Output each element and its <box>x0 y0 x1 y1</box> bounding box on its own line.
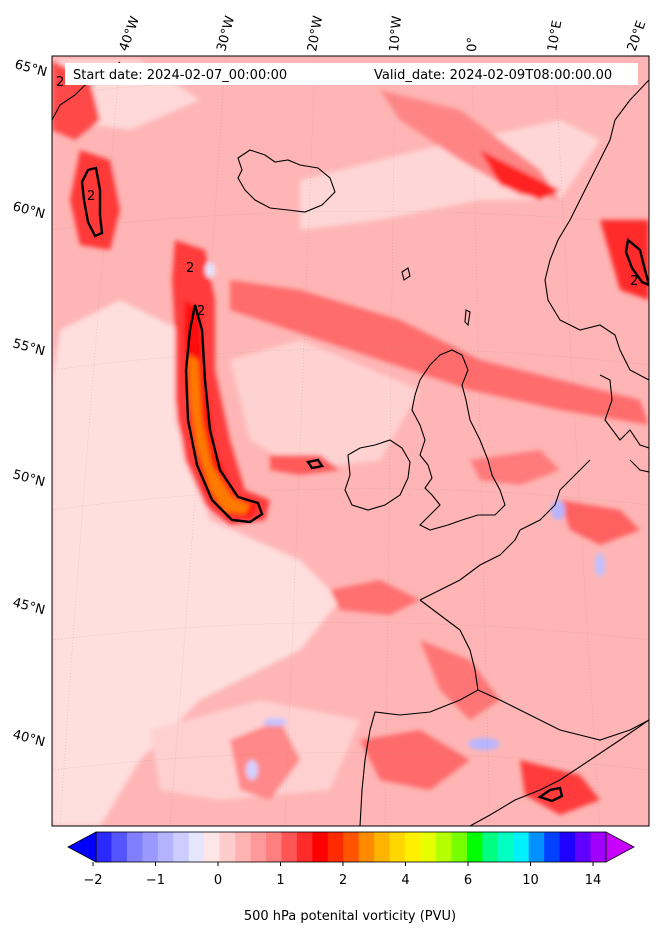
lat-label: 40°N <box>11 727 47 750</box>
colorbar-cell <box>281 832 298 862</box>
lat-label: 60°N <box>11 199 47 222</box>
colorbar-cell <box>296 832 313 862</box>
colorbar-cell <box>111 832 128 862</box>
colorbar-tick-label: 2 <box>339 873 347 888</box>
lon-label: 0° <box>465 37 481 52</box>
contour-label: 2 <box>87 189 95 204</box>
contour-label: 2 <box>630 274 638 289</box>
colorbar-tick-label: −2 <box>83 873 102 888</box>
colorbar-cell <box>96 832 112 862</box>
colorbar-tick-label: 1 <box>276 873 284 888</box>
colorbar-cell <box>235 832 252 862</box>
colorbar-cell <box>528 832 545 862</box>
colorbar-cells <box>96 832 607 862</box>
lat-label: 65°N <box>13 57 49 80</box>
latitude-labels: 65°N 60°N 55°N 50°N 45°N 40°N <box>11 57 49 750</box>
colorbar-cell <box>327 832 344 862</box>
start-date-label: Start date: 2024-02-07_00:00:00 <box>73 68 287 83</box>
colorbar-cell <box>358 832 375 862</box>
colorbar-cell <box>420 832 437 862</box>
colorbar-tick-label: 10 <box>522 873 539 888</box>
colorbar-cell <box>312 832 329 862</box>
contour-label: 2 <box>186 261 194 276</box>
colorbar-cell <box>451 832 468 862</box>
graticule <box>52 59 649 826</box>
colorbar-cell <box>544 832 561 862</box>
colorbar-cell <box>374 832 391 862</box>
colorbar-cell <box>575 832 592 862</box>
colorbar-tick-label: 6 <box>464 873 472 888</box>
colorbar-cell <box>466 832 483 862</box>
colorbar-cell <box>204 832 221 862</box>
colorbar-cell <box>513 832 530 862</box>
colorbar-frame <box>95 831 607 863</box>
lon-label: 10°E <box>545 19 565 52</box>
lat-label: 50°N <box>11 467 47 490</box>
colorbar-cell <box>126 832 143 862</box>
pv2-contours <box>80 166 649 803</box>
colorbar-ticks: −2 −1 0 1 2 4 6 10 14 <box>83 862 601 888</box>
lon-label: 30°W <box>214 14 238 53</box>
date-header-box <box>65 63 638 85</box>
colorbar-cell <box>405 832 422 862</box>
colorbar-tick-label: 14 <box>585 873 602 888</box>
colorbar-cell <box>266 832 282 862</box>
lon-label: 40°W <box>117 14 143 53</box>
lon-label: 20°E <box>625 19 650 54</box>
colorbar-cell <box>343 832 360 862</box>
colorbar-cell <box>219 832 236 862</box>
lon-label: 20°W <box>305 15 326 53</box>
pv-field: 2 2 2 2 2 <box>52 56 649 826</box>
contour-label: 2 <box>197 304 205 319</box>
colorbar-tick-label: −1 <box>146 873 165 888</box>
colorbar-title: 500 hPa potenital vorticity (PVU) <box>244 909 456 924</box>
colorbar-cell <box>173 832 190 862</box>
colorbar-cell <box>250 832 267 862</box>
longitude-labels: 40°W 30°W 20°W 10°W 0° 10°E 20°E <box>117 14 650 53</box>
lon-label: 10°W <box>387 15 405 52</box>
valid-date-label: Valid_date: 2024-02-09T08:00:00.00 <box>374 68 612 83</box>
colorbar-cell <box>389 832 406 862</box>
colorbar-cell <box>436 832 452 862</box>
colorbar-max-arrow <box>605 831 635 863</box>
coastlines <box>52 61 649 826</box>
colorbar-tick-label: 0 <box>214 873 222 888</box>
colorbar-tick-label: 4 <box>401 873 409 888</box>
lat-label: 45°N <box>11 595 47 618</box>
colorbar: −2 −1 0 1 2 4 6 10 14 500 hPa potenital vorticit… <box>67 831 635 924</box>
lat-label: 55°N <box>11 336 47 359</box>
colorbar-cell <box>590 832 607 862</box>
colorbar-cell <box>142 832 159 862</box>
map-frame <box>51 55 650 827</box>
colorbar-cell <box>188 832 205 862</box>
colorbar-cell <box>559 832 576 862</box>
colorbar-cell <box>497 832 514 862</box>
colorbar-min-arrow <box>67 831 97 863</box>
colorbar-cell <box>482 832 499 862</box>
contour-label: 2 <box>56 75 64 90</box>
colorbar-cell <box>157 832 174 862</box>
